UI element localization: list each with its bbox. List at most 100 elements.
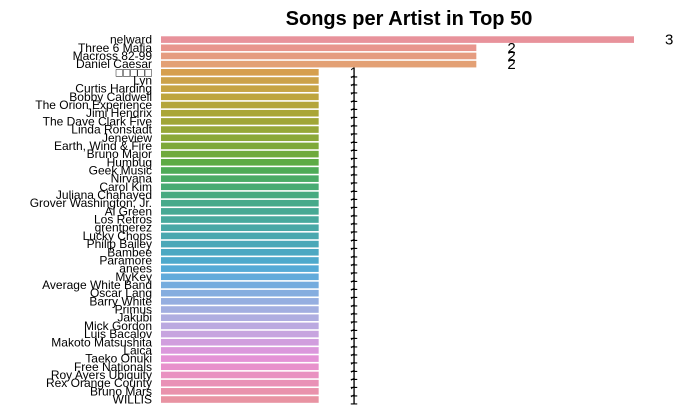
data-label-4: 1 (350, 64, 358, 81)
bar-24 (161, 232, 319, 240)
data-label-36: 1 (350, 326, 358, 343)
bar-14 (161, 150, 319, 158)
y-tick-label-12: Jeneview (102, 131, 152, 145)
data-label-6: 1 (350, 81, 358, 98)
data-label-1: 2 (507, 40, 515, 57)
data-label-42: 1 (350, 375, 358, 392)
y-tick-label-15: Humbug (107, 155, 152, 169)
y-tick-label-14: Bruno Major (87, 147, 152, 161)
y-tick-label-30: Average White Band (42, 278, 152, 292)
y-tick-label-24: Lucky Chops (83, 229, 152, 243)
bar-22 (161, 216, 319, 223)
data-label-29: 1 (350, 269, 358, 286)
bar-42 (161, 379, 319, 387)
bar-40 (161, 363, 319, 371)
data-label-26: 1 (350, 244, 358, 261)
y-tick-label-0: nelward (110, 33, 152, 47)
data-label-24: 1 (350, 228, 358, 245)
bar-27 (161, 257, 319, 264)
bar-26 (161, 248, 319, 256)
bar-19 (161, 191, 319, 199)
bar-33 (161, 306, 319, 313)
bar-35 (161, 322, 319, 330)
y-tick-label-11: Linda Ronstadt (71, 123, 152, 137)
bar-0 (161, 36, 634, 43)
data-label-30: 1 (350, 277, 358, 294)
data-label-25: 1 (350, 236, 358, 253)
bar-34 (161, 314, 319, 322)
data-label-21: 1 (350, 203, 358, 220)
bar-2 (161, 52, 477, 60)
bar-4 (161, 69, 319, 76)
y-tick-label-13: Earth, Wind & Fire (54, 139, 152, 153)
bar-36 (161, 330, 319, 338)
bar-25 (161, 240, 319, 248)
y-tick-label-40: Free Nationals (74, 360, 152, 374)
data-label-33: 1 (350, 302, 358, 319)
data-label-41: 1 (350, 367, 358, 384)
data-label-35: 1 (350, 318, 358, 335)
y-tick-label-17: Nirvana (111, 172, 153, 186)
chart-title: Songs per Artist in Top 50 (286, 8, 533, 30)
data-label-37: 1 (350, 334, 358, 351)
y-tick-label-26: Bambee (107, 245, 152, 259)
bar-37 (161, 338, 319, 346)
y-tick-label-5: Lyn (133, 73, 152, 87)
y-tick-label-21: Al Green (105, 204, 152, 218)
data-label-19: 1 (350, 187, 358, 204)
bar-12 (161, 134, 319, 142)
data-label-15: 1 (350, 154, 358, 171)
bar-31 (161, 289, 319, 297)
y-tick-label-31: Oscar Lang (90, 286, 152, 300)
y-tick-label-36: Luis Bacalov (84, 327, 152, 341)
bar-39 (161, 355, 319, 362)
data-label-22: 1 (350, 212, 358, 229)
data-label-10: 1 (350, 113, 358, 130)
y-tick-label-33: Primus (115, 303, 152, 317)
y-tick-label-19: Juliana Chahayed (56, 188, 152, 202)
data-label-31: 1 (350, 285, 358, 302)
data-label-44: 1 (350, 392, 358, 409)
y-tick-label-27: Paramore (99, 253, 152, 267)
y-tick-label-34: Jakubi (117, 311, 152, 325)
data-label-34: 1 (350, 310, 358, 327)
y-tick-label-6: Curtis Harding (75, 82, 152, 96)
data-label-38: 1 (350, 342, 358, 359)
bar-44 (161, 396, 319, 403)
data-label-2: 2 (507, 48, 515, 65)
bars-group (161, 36, 634, 403)
y-tick-label-4: □□□□□ (116, 65, 152, 79)
y-tick-label-1: Three 6 Mafia (78, 41, 152, 55)
bar-15 (161, 158, 319, 166)
y-tick-label-23: grentperez (95, 221, 152, 235)
y-tick-label-2: Macross 82-99 (73, 49, 153, 63)
y-tick-label-41: Roy Ayers Ubiquity (51, 368, 152, 382)
y-tick-label-16: Geek Music (89, 163, 152, 177)
data-label-23: 1 (350, 220, 358, 237)
y-tick-label-35: Mick Gordon (84, 319, 152, 333)
data-label-43: 1 (350, 383, 358, 400)
data-label-5: 1 (350, 72, 358, 89)
data-label-14: 1 (350, 146, 358, 163)
data-labels: 3222111111111111111111111111111111111111… (350, 32, 674, 409)
bar-16 (161, 167, 319, 174)
y-tick-label-18: Carol Kim (99, 180, 152, 194)
bar-29 (161, 273, 319, 281)
bar-20 (161, 199, 319, 207)
bar-5 (161, 77, 319, 84)
data-label-39: 1 (350, 351, 358, 368)
data-label-9: 1 (350, 105, 358, 122)
bar-3 (161, 60, 477, 68)
data-label-16: 1 (350, 162, 358, 179)
y-tick-label-28: anees (119, 262, 152, 276)
data-label-17: 1 (350, 171, 358, 188)
bar-21 (161, 208, 319, 215)
bar-13 (161, 142, 319, 150)
y-tick-label-44: WILLIS (113, 393, 152, 407)
y-tick-label-22: Los Retros (94, 213, 152, 227)
y-tick-label-25: Philip Bailey (87, 237, 152, 251)
bar-38 (161, 347, 319, 354)
bar-43 (161, 388, 319, 395)
